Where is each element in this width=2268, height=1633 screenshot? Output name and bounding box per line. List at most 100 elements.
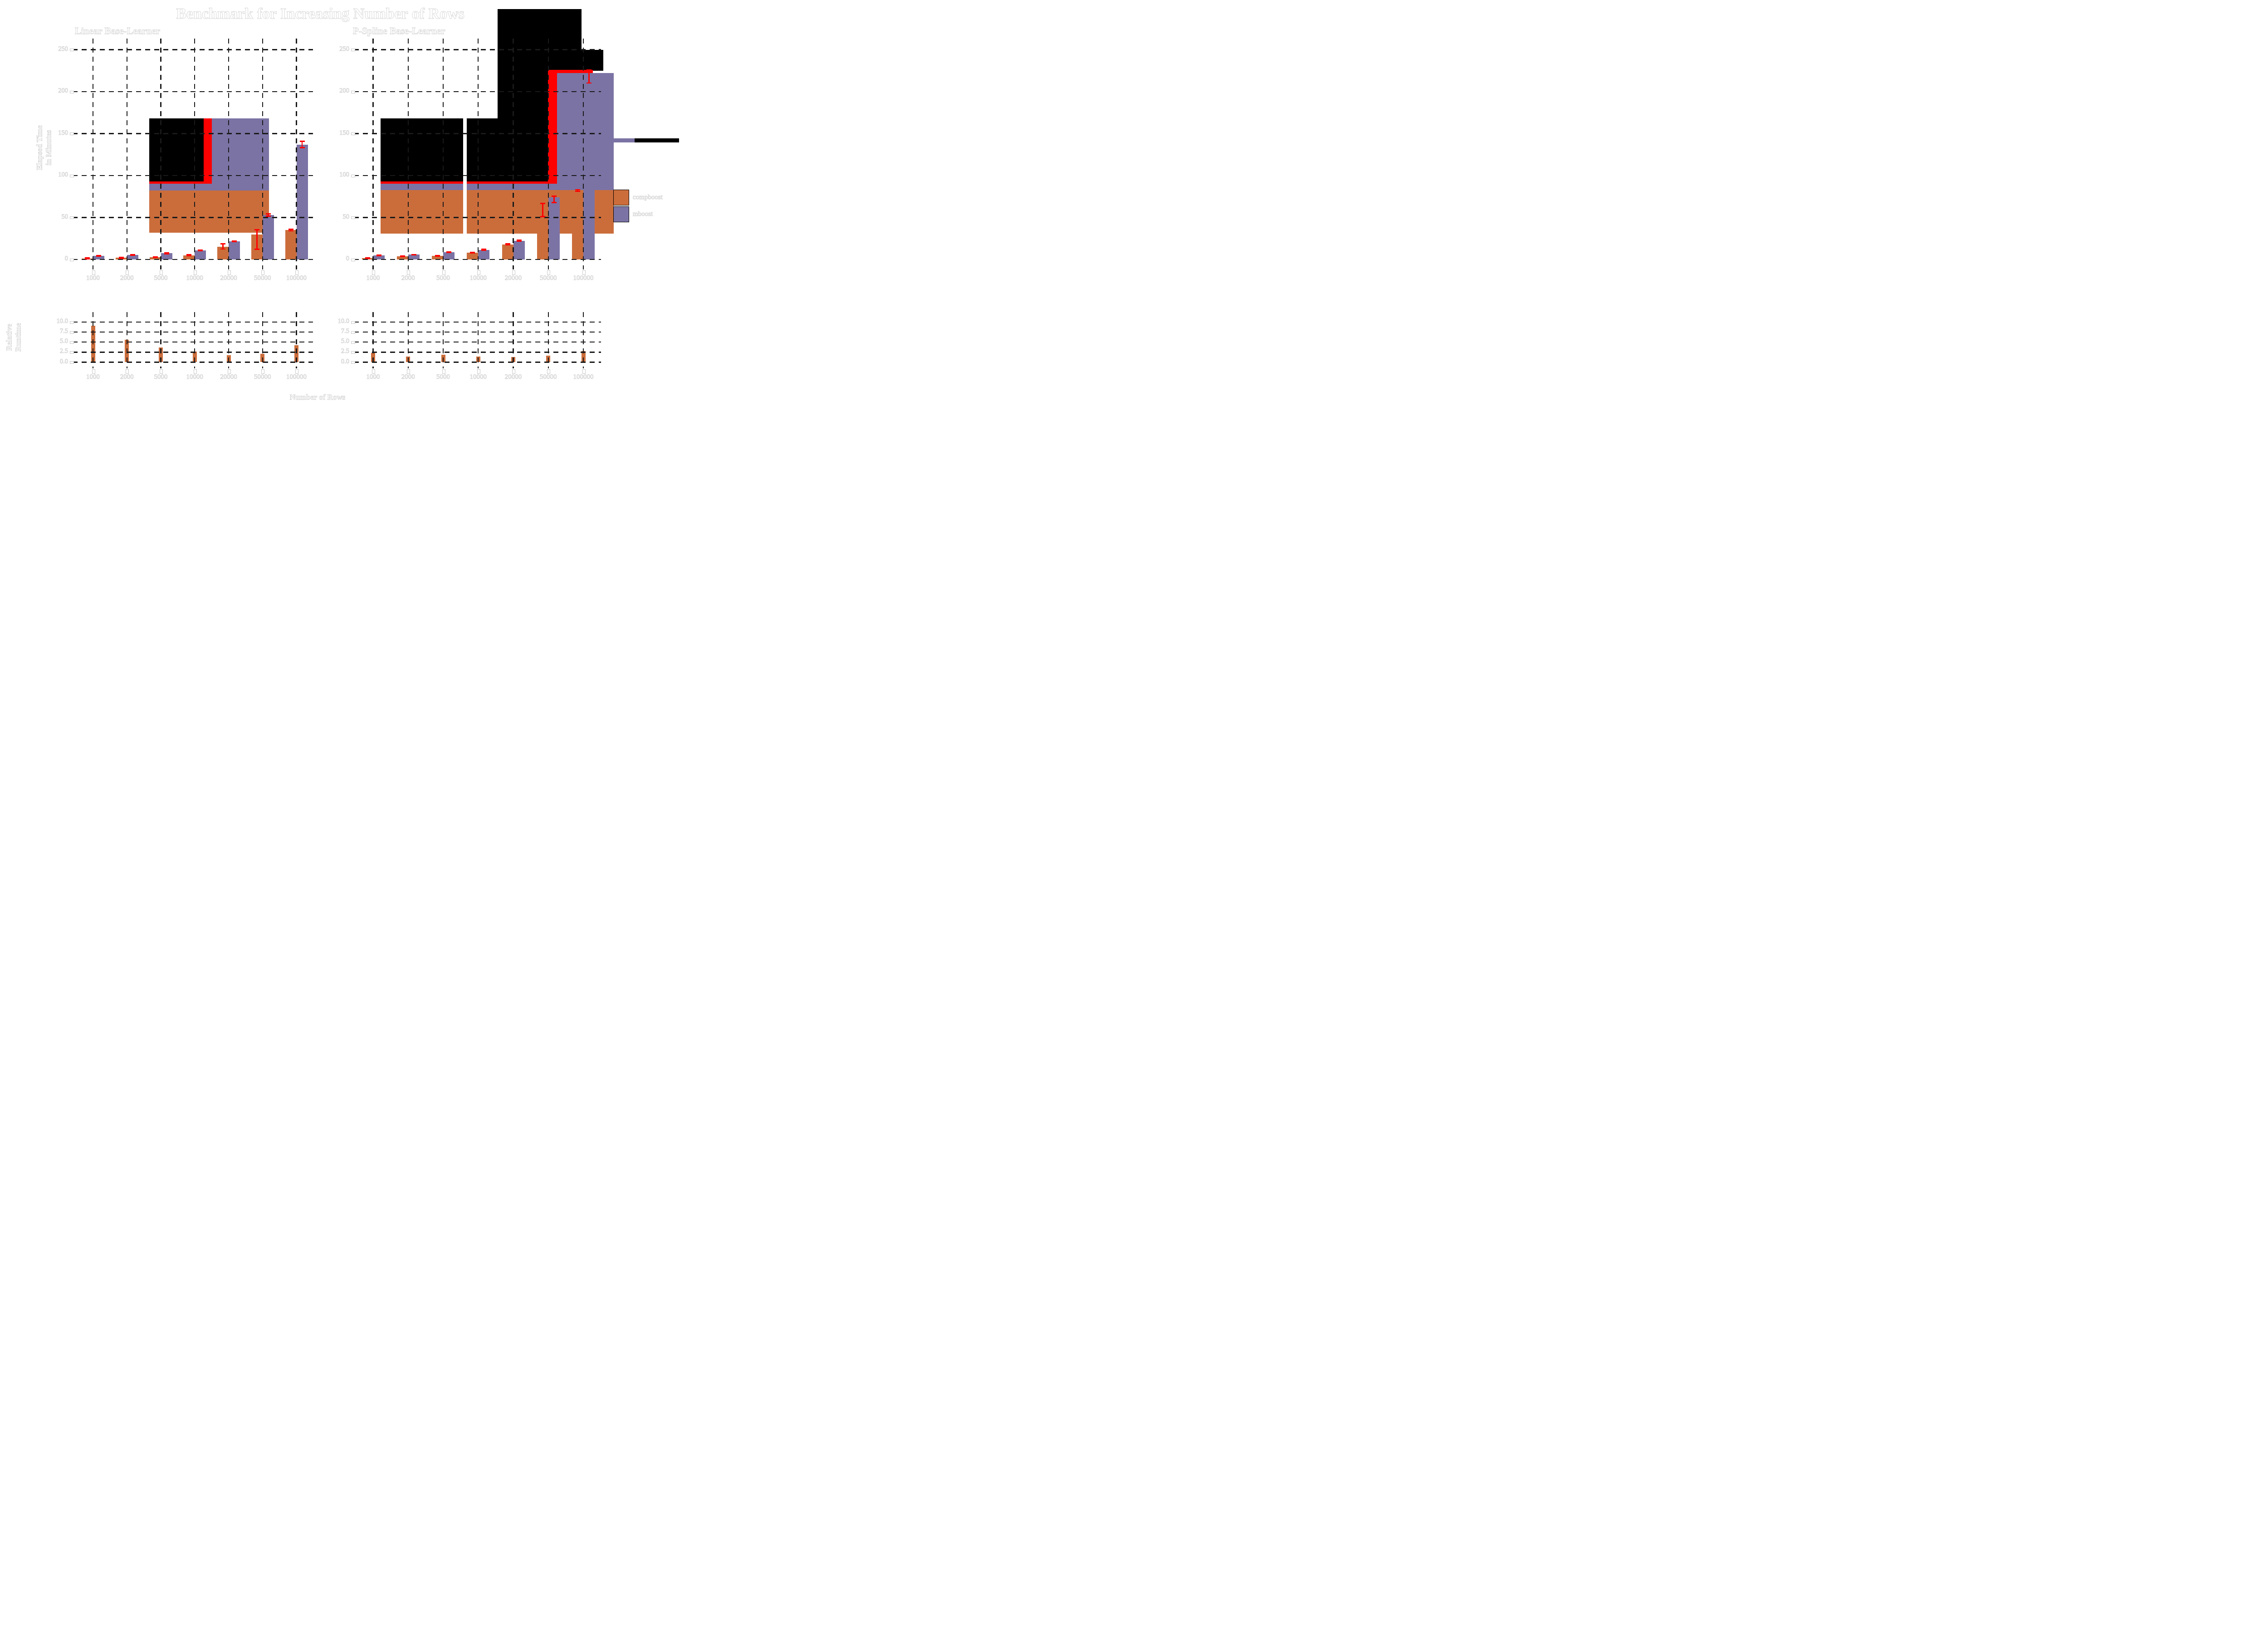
y-tick-7.5 <box>351 331 355 334</box>
error-bar-mboost-100000 <box>299 141 305 148</box>
glitch-rect-error <box>203 118 212 184</box>
glitch-rect-glitch_black <box>466 118 498 182</box>
gridline-v-50000 <box>262 39 263 269</box>
gridline-v-5000 <box>442 312 444 368</box>
gridline-h-100 <box>73 175 313 176</box>
gridline-v-100000 <box>296 39 297 269</box>
bar-mboost-1000 <box>93 256 104 259</box>
y-tick-label-0: 0 <box>64 255 68 263</box>
gridline-v-10000 <box>194 312 196 368</box>
gridline-v-1000 <box>372 312 374 368</box>
x-tick-1000 <box>92 369 95 374</box>
y-tick-label-200: 200 <box>58 87 68 95</box>
gridline-v-100000 <box>296 312 297 368</box>
glitch-rect-glitch_black <box>582 49 604 71</box>
x-tick-label-50000: 50000 <box>540 373 557 381</box>
legend-item-mboost: mboost <box>613 206 663 222</box>
error-bar-cap-top <box>85 257 90 259</box>
x-tick-1000 <box>372 270 375 275</box>
gridline-h-200 <box>354 91 601 93</box>
error-bar-compboost-50000 <box>254 229 259 250</box>
y-tick-label-150: 150 <box>58 129 68 137</box>
error-bar-line <box>301 141 303 148</box>
gridline-h-10 <box>354 321 601 323</box>
gridline-v-2000 <box>407 312 409 368</box>
error-bar-compboost-20000 <box>220 243 225 250</box>
error-bar-compboost-100000 <box>575 189 580 192</box>
gridline-v-5000 <box>160 312 161 368</box>
legend-key-compboost <box>613 190 629 205</box>
bar-compboost-100000 <box>572 191 583 259</box>
error-bar-cap-top <box>365 257 370 259</box>
error-bar-compboost-5000 <box>435 255 440 257</box>
error-bar-cap-top <box>575 189 580 191</box>
error-bar-line <box>542 203 543 217</box>
bar-compboost-50000 <box>537 210 548 259</box>
error-bar-cap-bottom <box>400 256 405 258</box>
x-tick-50000 <box>547 270 551 275</box>
gridline-v-10000 <box>194 39 196 269</box>
gridline-h-10 <box>73 321 313 323</box>
y-tick-250 <box>351 49 355 51</box>
x-tick-20000 <box>512 270 515 275</box>
error-bar-compboost-1000 <box>365 257 370 259</box>
legend: compboost mboost <box>613 190 663 223</box>
error-bar-cap-top <box>164 252 169 254</box>
error-bar-mboost-10000 <box>198 249 203 252</box>
legend-key-mboost <box>613 206 629 222</box>
error-bar-compboost-2000 <box>400 255 405 258</box>
x-tick-label-1000: 1000 <box>86 373 100 381</box>
x-tick-2000 <box>126 369 129 374</box>
x-tick-50000 <box>261 270 265 275</box>
x-tick-10000 <box>477 270 480 275</box>
error-bar-cap-bottom <box>85 258 90 260</box>
error-bar-mboost-1000 <box>376 254 381 256</box>
x-tick-10000 <box>193 270 197 275</box>
x-tick-label-2000: 2000 <box>120 373 134 381</box>
gridline-h-150 <box>73 133 313 134</box>
x-tick-label-2000: 2000 <box>401 274 415 282</box>
error-bar-compboost-1000 <box>85 257 90 260</box>
gridline-v-1000 <box>372 39 374 269</box>
error-bar-mboost-2000 <box>130 254 135 256</box>
error-bar-cap-top <box>232 240 237 242</box>
error-bar-cap-top <box>446 251 451 253</box>
error-bar-line <box>222 244 224 249</box>
panel-linear-relative: 0.0 2.5 5.0 7.5 10.0 1000 2000 5000 10000 20000 50… <box>56 312 313 381</box>
error-bar-cap-bottom <box>186 255 192 256</box>
bar-compboost-10000 <box>467 253 479 259</box>
x-tick-label-100000: 100000 <box>286 373 307 381</box>
y-tick-2.5 <box>70 351 74 354</box>
error-bar-mboost-100000 <box>587 69 591 84</box>
y-tick-label-250: 250 <box>339 45 350 53</box>
error-bar-line <box>290 229 292 231</box>
error-bar-cap-bottom <box>540 215 545 217</box>
error-bar-cap-top <box>152 256 158 258</box>
error-bar-mboost-50000 <box>265 213 271 217</box>
y-tick-0 <box>351 258 355 261</box>
error-bar-cap-bottom <box>505 244 510 246</box>
panel-pspline-elapsed: 0 50 100 150 200 250 1000 2000 5000 10000 20000 500… <box>339 9 679 282</box>
y-tick-label-100: 100 <box>58 171 68 179</box>
gridline-v-2000 <box>407 39 409 269</box>
gridline-v-20000 <box>228 312 230 368</box>
error-bar-mboost-20000 <box>516 240 522 242</box>
bar-compboost-100000 <box>285 230 297 259</box>
y-tick-label-200: 200 <box>339 87 350 95</box>
error-bar-compboost-100000 <box>288 228 293 232</box>
x-tick-label-20000: 20000 <box>504 274 522 282</box>
glitch-rect-error <box>466 181 548 184</box>
y-tick-5 <box>351 341 355 344</box>
y-tick-5 <box>70 341 74 344</box>
error-bar-cap-top <box>551 196 557 197</box>
gridline-h-250 <box>73 49 313 50</box>
y-tick-label-0: 0.0 <box>59 357 68 365</box>
error-bar-mboost-2000 <box>411 254 416 256</box>
y-tick-label-250: 250 <box>58 45 68 53</box>
gridline-v-5000 <box>160 39 161 269</box>
error-bar-compboost-2000 <box>118 256 124 259</box>
y-tick-label-0: 0.0 <box>341 357 349 365</box>
x-tick-label-5000: 5000 <box>154 274 168 282</box>
bar-mboost-10000 <box>195 250 206 259</box>
error-bar-cap-bottom <box>446 252 451 253</box>
